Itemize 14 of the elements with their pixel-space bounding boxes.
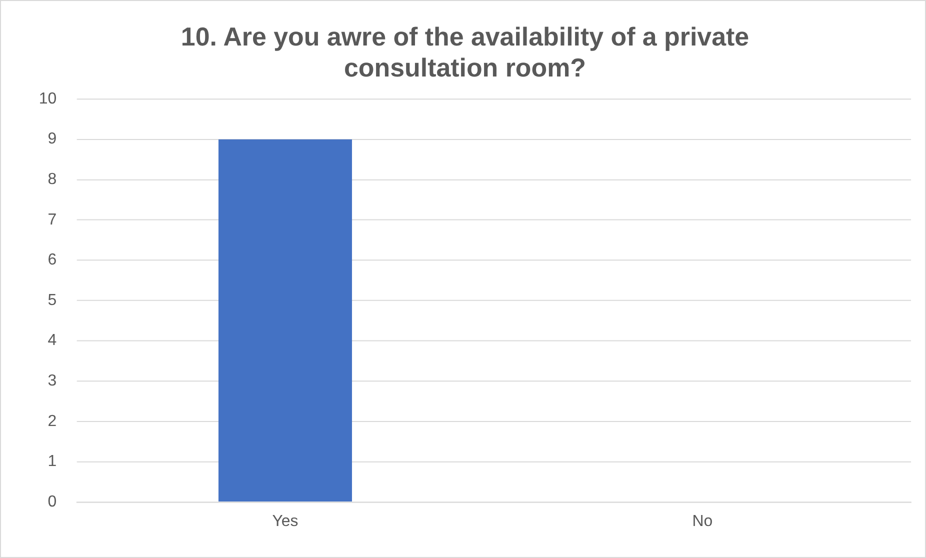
- chart-title: 10. Are you awre of the availability of a private consultation room?: [180, 24, 750, 83]
- y-tick-label: 5: [48, 292, 57, 309]
- y-tick-label: 7: [48, 211, 57, 228]
- y-tick-label: 4: [48, 332, 57, 350]
- y-tick-label: 2: [48, 412, 57, 430]
- y-tick-label: 6: [48, 252, 57, 269]
- y-tick-label: 3: [48, 372, 57, 390]
- x-tick-label: Yes: [272, 512, 298, 530]
- y-tick-label: 1: [48, 453, 57, 470]
- y-tick-label: 0: [48, 493, 57, 510]
- x-tick-label: No: [692, 512, 713, 530]
- y-tick-label: 9: [48, 130, 57, 148]
- y-tick-label: 10: [38, 90, 57, 108]
- y-tick-label: 8: [48, 171, 57, 188]
